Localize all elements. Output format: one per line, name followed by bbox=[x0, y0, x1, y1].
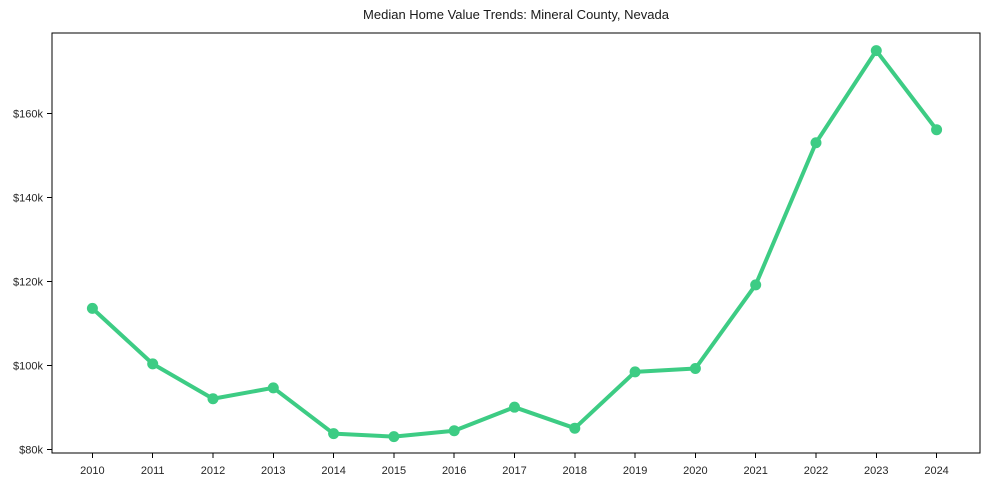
x-axis-tick-label: 2019 bbox=[623, 465, 647, 477]
data-point-2023 bbox=[870, 45, 882, 57]
x-axis-tick-label: 2012 bbox=[201, 465, 225, 477]
data-point-2013 bbox=[267, 382, 279, 394]
x-axis-tick-label: 2013 bbox=[261, 465, 285, 477]
x-axis-tick-label: 2016 bbox=[442, 465, 466, 477]
data-point-2010 bbox=[86, 302, 98, 314]
data-point-2022 bbox=[810, 137, 822, 149]
data-point-2014 bbox=[328, 428, 340, 440]
data-point-2011 bbox=[147, 358, 159, 370]
x-axis-tick-label: 2021 bbox=[743, 465, 767, 477]
data-point-2021 bbox=[750, 279, 762, 291]
y-axis-tick-label: $160k bbox=[13, 108, 43, 120]
x-axis-tick-label: 2018 bbox=[563, 465, 587, 477]
x-axis-tick-label: 2017 bbox=[502, 465, 526, 477]
data-point-2020 bbox=[689, 362, 701, 374]
plot-border bbox=[51, 32, 981, 454]
x-axis-tick-label: 2020 bbox=[683, 465, 707, 477]
data-point-2018 bbox=[569, 422, 581, 434]
data-point-2019 bbox=[629, 366, 641, 378]
data-point-2017 bbox=[508, 401, 520, 413]
y-axis-tick-label: $140k bbox=[13, 192, 43, 204]
series-line bbox=[90, 48, 939, 439]
x-axis-tick-label: 2015 bbox=[382, 465, 406, 477]
data-point-2024 bbox=[931, 124, 943, 136]
x-axis-tick-label: 2022 bbox=[804, 465, 828, 477]
y-axis-tick-label: $100k bbox=[13, 361, 43, 373]
x-axis-tick-label: 2024 bbox=[924, 465, 948, 477]
x-axis-tick-label: 2011 bbox=[141, 465, 165, 477]
y-axis-tick-label: $80k bbox=[19, 445, 43, 457]
data-point-2016 bbox=[448, 425, 460, 437]
data-point-2015 bbox=[388, 431, 400, 443]
x-axis-tick-label: 2010 bbox=[80, 465, 104, 477]
y-axis-tick-label: $120k bbox=[13, 276, 43, 288]
data-point-2012 bbox=[207, 393, 219, 405]
x-axis-tick-label: 2014 bbox=[321, 465, 345, 477]
x-axis-tick-label: 2023 bbox=[864, 465, 888, 477]
chart-title: Median Home Value Trends: Mineral County… bbox=[363, 7, 669, 22]
